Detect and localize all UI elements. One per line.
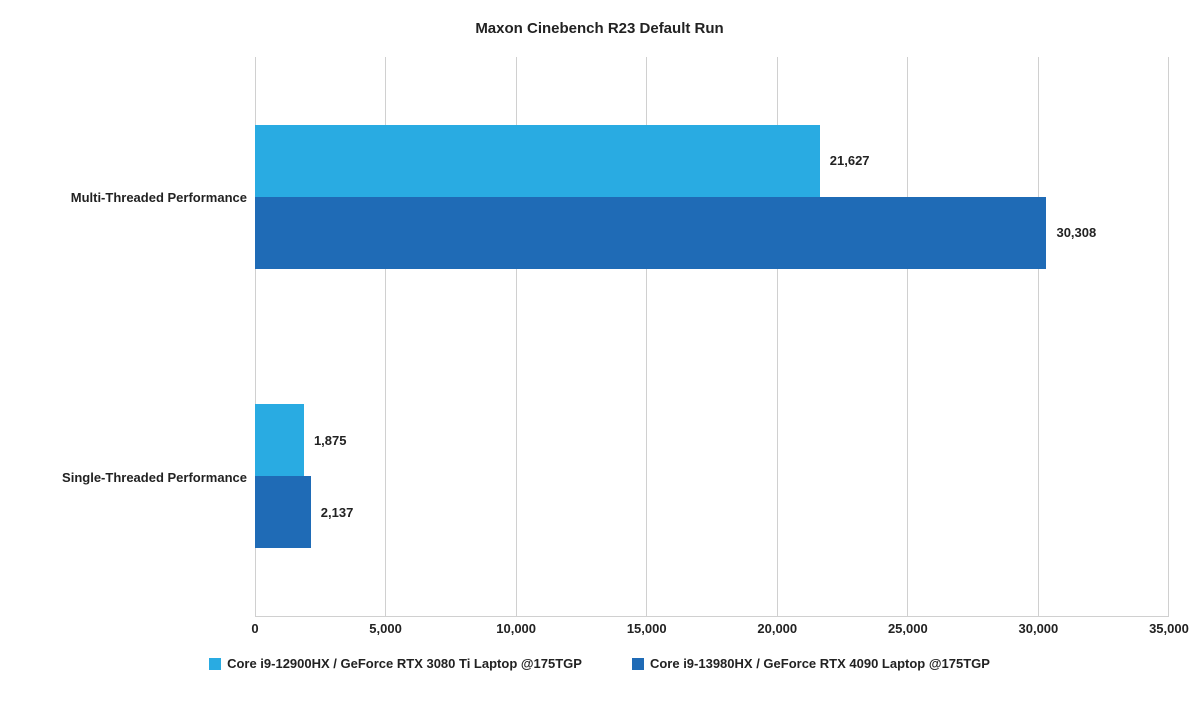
legend-label-1: Core i9-13980HX / GeForce RTX 4090 Lapto… — [650, 656, 990, 671]
bar-group-1: 1,875 2,137 — [255, 337, 1169, 617]
x-ticks: 05,00010,00015,00020,00025,00030,00035,0… — [255, 621, 1169, 636]
legend-swatch-1 — [632, 658, 644, 670]
bar-s1-c0 — [255, 197, 1046, 269]
legend-item-1: Core i9-13980HX / GeForce RTX 4090 Lapto… — [632, 656, 990, 671]
legend-label-0: Core i9-12900HX / GeForce RTX 3080 Ti La… — [227, 656, 582, 671]
bar-group-0: 21,627 30,308 — [255, 57, 1169, 337]
bar-row: 2,137 — [255, 476, 1169, 548]
plot-wrap: Multi-Threaded Performance Single-Thread… — [30, 57, 1169, 617]
bar-row: 30,308 — [255, 197, 1169, 269]
chart-title: Maxon Cinebench R23 Default Run — [30, 20, 1169, 37]
y-axis: Multi-Threaded Performance Single-Thread… — [30, 57, 255, 617]
legend-item-0: Core i9-12900HX / GeForce RTX 3080 Ti La… — [209, 656, 582, 671]
bar-s0-c1 — [255, 404, 304, 476]
bar-label-s0-c1: 1,875 — [314, 433, 347, 448]
bar-label-s1-c0: 30,308 — [1056, 225, 1096, 240]
legend-swatch-0 — [209, 658, 221, 670]
bar-label-s0-c0: 21,627 — [830, 153, 870, 168]
bar-row: 1,875 — [255, 404, 1169, 476]
bar-s0-c0 — [255, 125, 820, 197]
bar-s1-c1 — [255, 476, 311, 548]
bar-row: 21,627 — [255, 125, 1169, 197]
category-label-1: Single-Threaded Performance — [30, 470, 255, 485]
category-label-0: Multi-Threaded Performance — [30, 190, 255, 205]
plot-area: 21,627 30,308 1,875 2,137 — [255, 57, 1169, 617]
bar-label-s1-c1: 2,137 — [321, 505, 354, 520]
chart-container: Maxon Cinebench R23 Default Run Multi-Th… — [0, 0, 1199, 723]
x-axis: 05,00010,00015,00020,00025,00030,00035,0… — [30, 621, 1169, 636]
legend: Core i9-12900HX / GeForce RTX 3080 Ti La… — [30, 656, 1169, 671]
